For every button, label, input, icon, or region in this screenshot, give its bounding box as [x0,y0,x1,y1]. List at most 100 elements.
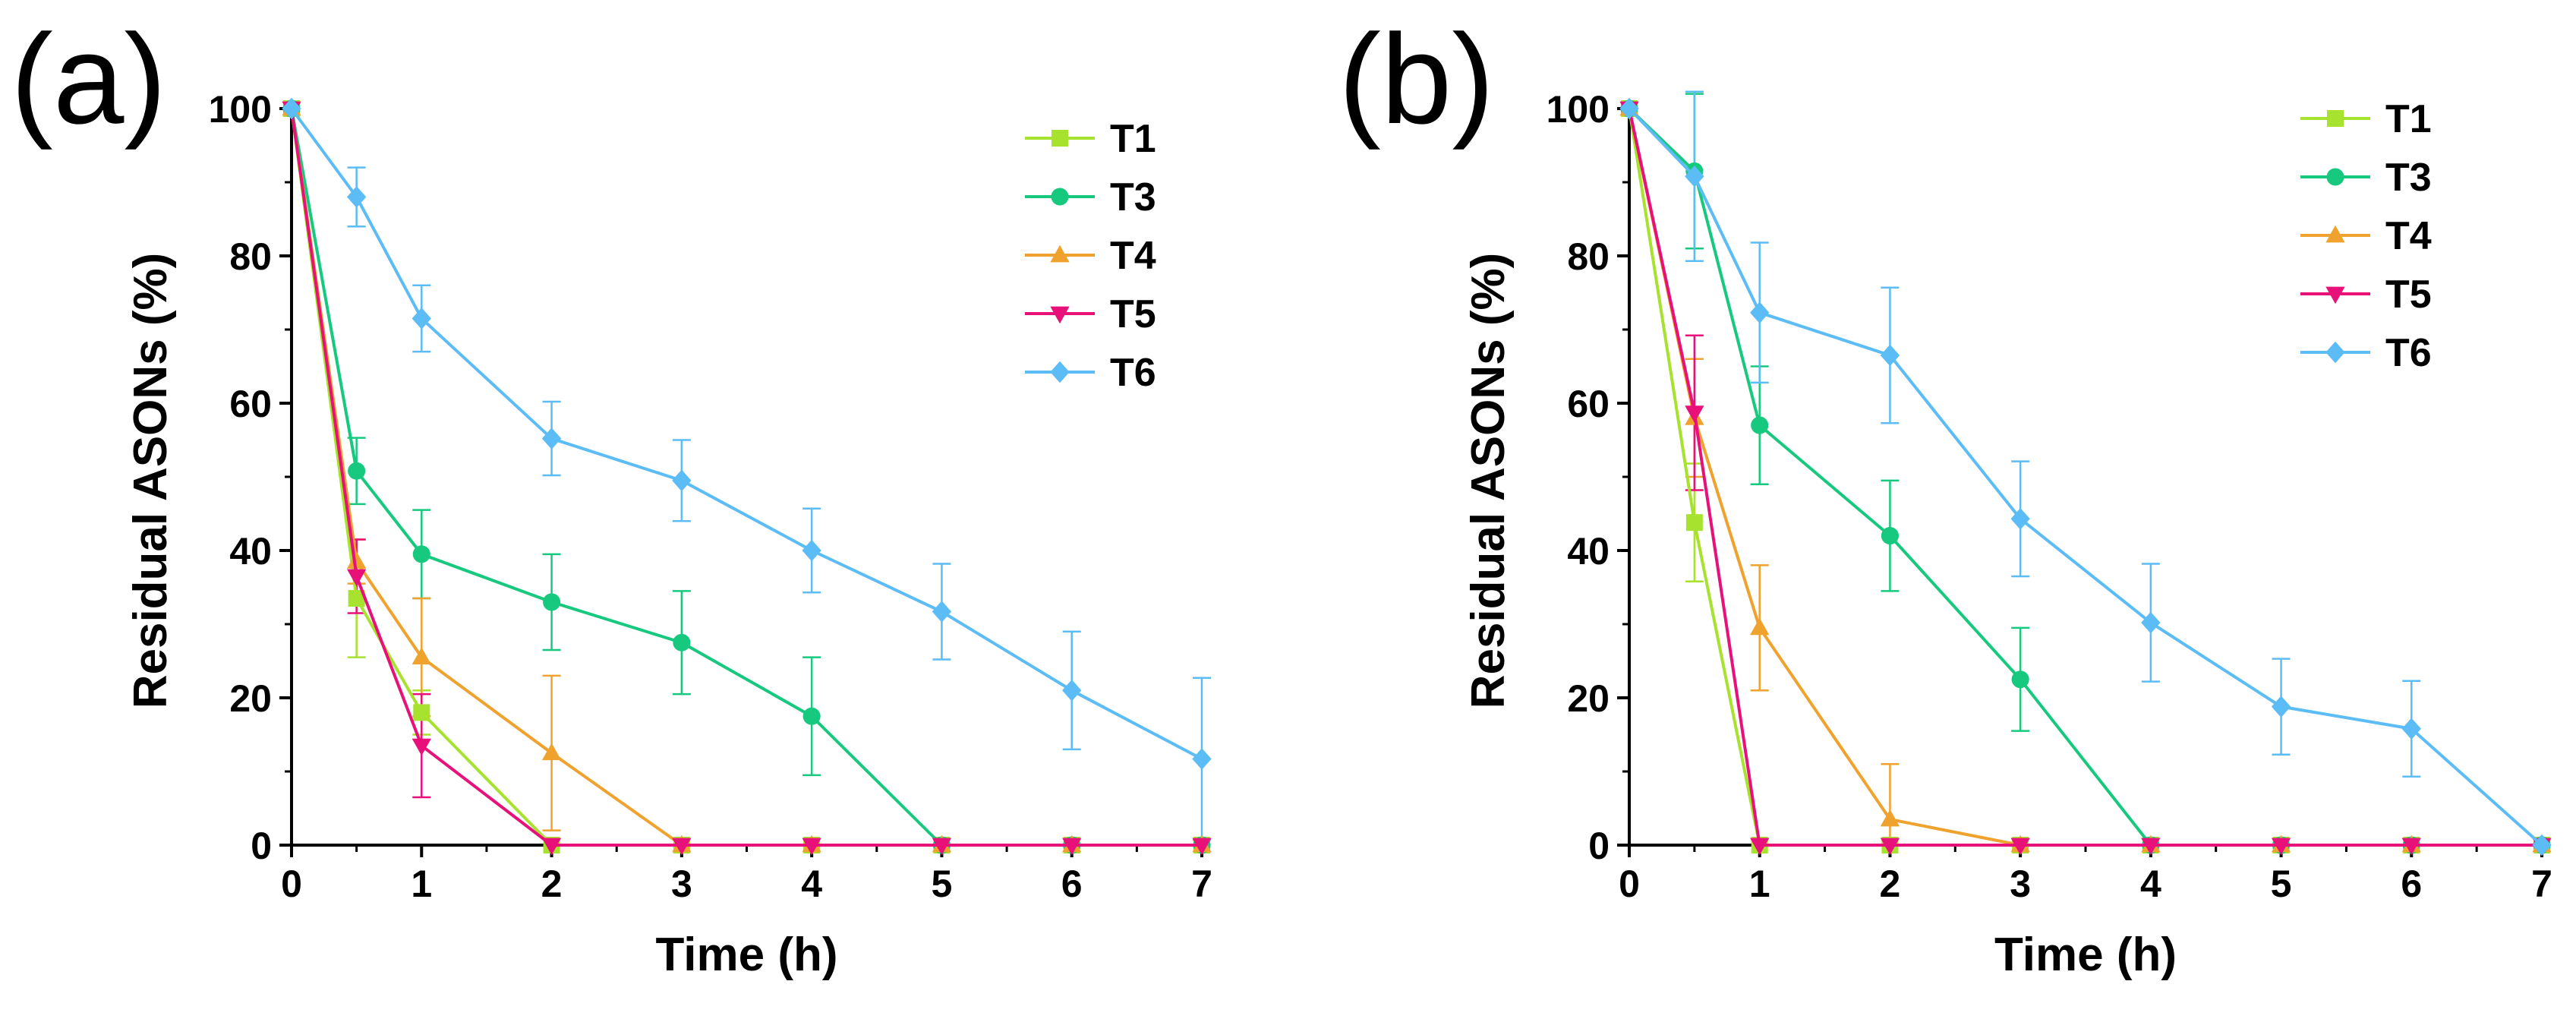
panel-a: (a) 0 1 2 3 4 5 6 7 0 20 40 60 80 100 Time (h) Residual … [11,8,1212,981]
data-point [1750,301,1770,323]
x-tick-label: 2 [1880,863,1901,905]
y-tick-label: 20 [1567,677,1610,720]
data-point [346,551,367,569]
data-point [2010,507,2030,530]
series-t5 [1619,101,2552,856]
data-point [1685,405,1704,423]
panel-b: (b) 0 1 2 3 4 5 6 7 0 20 40 60 80 100 Time (h) Residual … [1338,8,2552,981]
error-bars-t3 [347,437,821,777]
x-tick-label: 6 [1061,863,1083,905]
legend-label: T1 [1110,117,1156,161]
data-point [346,569,367,587]
data-point [802,539,821,562]
data-point [413,704,430,721]
legend-label: T3 [2385,156,2432,200]
error-bars-t3 [1685,93,2030,732]
data-point [1685,165,1704,188]
data-point [2532,834,2552,857]
legend-item-t5: T5 [2300,273,2432,317]
data-point [2401,838,2421,856]
data-point [1192,838,1212,856]
y-axis-title: Residual ASONs (%) [1462,253,1515,709]
legend-marker [1051,188,1069,206]
data-point [541,427,562,450]
data-point [1062,838,1082,856]
data-point [411,738,431,756]
y-tick-label: 20 [229,677,272,720]
data-point [2271,838,2291,856]
legend-item-t4: T4 [1025,234,1156,278]
legend-item-t3: T3 [2300,156,2432,200]
x-axis-title: Time (h) [1994,929,2177,981]
data-point [1751,416,1769,434]
legend-marker [2325,286,2345,304]
y-tick-label: 80 [1567,235,1610,278]
y-tick-label: 40 [1567,530,1610,573]
data-point [2141,611,2161,634]
data-point [1750,838,1770,856]
legend-item-t3: T3 [1025,175,1156,219]
x-tick-label: 5 [2271,863,2292,905]
legend-marker [2327,110,2344,127]
legend-label: T3 [1110,175,1156,219]
x-tick-label: 3 [2010,863,2031,905]
data-point [1881,527,1899,545]
legend-item-t6: T6 [1025,351,1156,395]
legend-marker [1050,306,1070,324]
y-tick-label: 0 [251,825,272,867]
legend-label: T5 [1110,292,1156,336]
y-tick-label: 60 [229,383,272,425]
data-point [932,601,952,623]
panel-tag: (b) [1338,8,1494,150]
data-point [348,462,366,480]
series-t6 [282,97,1212,770]
data-point [673,633,691,651]
series-t6 [1619,97,2552,857]
data-point [348,590,365,607]
data-point [346,186,367,208]
data-point [1619,97,1639,120]
legend-label: T5 [2385,273,2432,317]
data-point [802,707,821,725]
legend-marker [1050,244,1070,263]
data-point [541,743,562,761]
legend-label: T1 [2385,97,2432,141]
data-point [672,469,692,492]
legend-label: T6 [1110,351,1156,395]
data-point [1750,617,1770,636]
legend-item-t1: T1 [1025,117,1156,161]
y-axis-title: Residual ASONs (%) [125,253,177,709]
data-point [282,97,301,120]
data-point [412,545,430,563]
y-tick-label: 100 [209,88,272,131]
error-bars-t6 [347,166,1211,841]
legend: T1 T3 T4 T5 T6 [1025,117,1156,395]
x-tick-label: 0 [1619,863,1640,905]
legend-marker [1052,130,1068,147]
x-axis-title: Time (h) [656,929,838,981]
x-tick-label: 7 [2531,863,2552,905]
x-tick-label: 6 [2401,863,2422,905]
data-point [1192,748,1212,770]
x-tick-label: 1 [1749,863,1770,905]
x-tick-label: 3 [671,863,692,905]
data-point [411,647,431,664]
legend-label: T6 [2385,331,2432,375]
legend-label: T4 [2385,214,2432,258]
error-bars-t6 [1685,90,2421,778]
data-point [2010,838,2030,856]
error-bars-t4 [1685,358,1900,847]
x-tick-label: 0 [281,863,302,905]
panel-tag: (a) [11,8,166,150]
data-point [802,838,821,856]
y-tick-label: 100 [1547,88,1610,131]
data-point [1062,680,1082,702]
data-point [543,593,561,611]
data-point [2401,718,2421,740]
x-tick-label: 4 [801,863,822,905]
data-point [1880,838,1900,856]
data-point [2141,838,2161,856]
legend-marker [2325,341,2345,364]
data-point [672,838,692,856]
